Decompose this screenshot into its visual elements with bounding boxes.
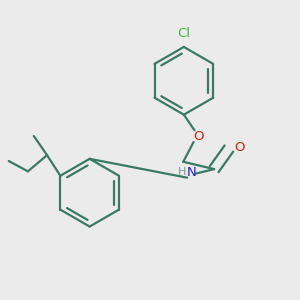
Text: O: O xyxy=(234,141,245,154)
Text: Cl: Cl xyxy=(177,27,190,40)
Text: H: H xyxy=(178,167,187,177)
Text: N: N xyxy=(186,167,196,179)
Text: O: O xyxy=(193,130,204,143)
